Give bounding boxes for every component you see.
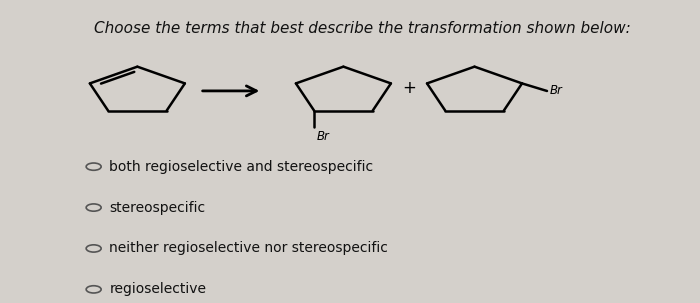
Text: stereospecific: stereospecific	[109, 201, 205, 215]
Text: both regioselective and stereospecific: both regioselective and stereospecific	[109, 160, 373, 174]
Text: +: +	[402, 79, 416, 97]
Text: Br: Br	[317, 130, 330, 143]
Text: neither regioselective nor stereospecific: neither regioselective nor stereospecifi…	[109, 241, 388, 255]
Text: regioselective: regioselective	[109, 282, 206, 296]
Text: Choose the terms that best describe the transformation shown below:: Choose the terms that best describe the …	[94, 21, 631, 36]
Text: Br: Br	[550, 85, 563, 98]
